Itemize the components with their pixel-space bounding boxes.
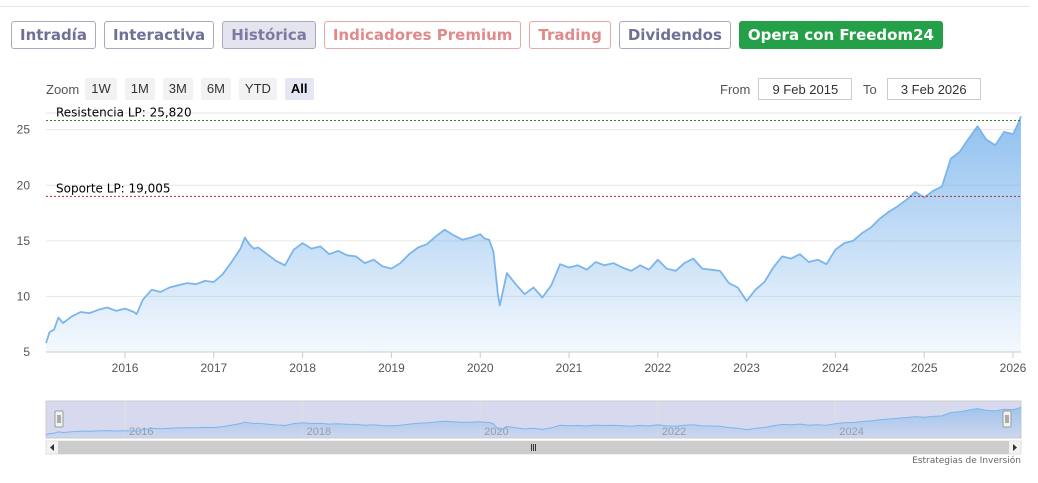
tab-dividendos[interactable]: Dividendos [618,21,731,49]
x-axis: 2016 2017 2018 2019 2020 2021 2022 2023 2024 2025… [46,351,1027,375]
y-tick-label: 10 [17,289,31,303]
navigator-handle-right[interactable] [1002,410,1012,428]
scroll-left-arrow-icon[interactable] [50,444,54,451]
x-tick-label: 2025 [911,361,938,375]
navigator-handle-left[interactable] [54,410,64,428]
scrollbar[interactable] [45,440,1022,455]
tab-interactiva[interactable]: Interactiva [103,21,215,49]
range-from-label: From [720,81,751,97]
x-tick-label: 2021 [556,361,583,375]
x-tick-label: 2019 [378,361,405,375]
zoom-selector: Zoom 1W 1M 3M 6M YTD All [46,78,322,100]
x-tick-label: 2026 [1000,361,1027,375]
navigator[interactable]: 20162018202020222024 [45,400,1022,439]
x-tick-label: 2017 [200,361,227,375]
zoom-button-3m[interactable]: 3M [162,78,193,100]
y-tick-label: 20 [17,178,31,192]
plot-lines: Resistencia LP: 25,820 Soporte LP: 19,005 [46,106,1021,197]
x-tick-label: 2024 [822,361,849,375]
range-to-label: To [863,81,877,97]
tab-trading[interactable]: Trading [529,21,611,49]
y-tick-label: 15 [17,234,31,248]
tab-intradía[interactable]: Intradía [11,21,96,49]
price-area [46,116,1021,352]
tab-histórica[interactable]: Histórica [222,21,316,49]
tab-opera-con-freedom24[interactable]: Opera con Freedom24 [738,21,943,49]
range-to: To [863,78,981,100]
x-tick-label: 2020 [467,361,494,375]
y-tick-label: 25 [17,123,31,137]
plot-line-label-resistance: Resistencia LP: 25,820 [56,106,192,120]
range-from: From [720,78,853,100]
range-to-input[interactable] [886,78,981,100]
tab-indicadores-premium[interactable]: Indicadores Premium [323,21,522,49]
price-series [45,115,1022,352]
zoom-button-1m[interactable]: 1M [124,78,155,100]
scroll-right-arrow-icon[interactable] [1013,444,1017,451]
x-tick-label: 2016 [112,361,139,375]
top-divider [0,6,1030,7]
chart-type-tabs: Intradía Interactiva Histórica Indicadores … [11,21,943,49]
x-tick-label: 2022 [644,361,671,375]
range-from-input[interactable] [758,78,853,100]
x-tick-label: 2018 [289,361,316,375]
zoom-button-6m[interactable]: 6M [200,78,231,100]
zoom-button-ytd[interactable]: YTD [238,78,277,100]
y-axis: 5 10 15 20 25 [17,123,31,359]
y-tick-label: 5 [23,345,30,359]
navigator-area [46,407,1021,438]
zoom-button-all[interactable]: All [284,78,314,100]
chart-credit: Estrategias de Inversión [912,456,1021,466]
price-line [45,115,1022,344]
plot-line-label-support: Soporte LP: 19,005 [56,181,171,195]
zoom-button-1w[interactable]: 1W [85,78,117,100]
zoom-label: Zoom [46,81,80,97]
x-tick-label: 2023 [733,361,760,375]
navigator-line [45,406,1022,436]
